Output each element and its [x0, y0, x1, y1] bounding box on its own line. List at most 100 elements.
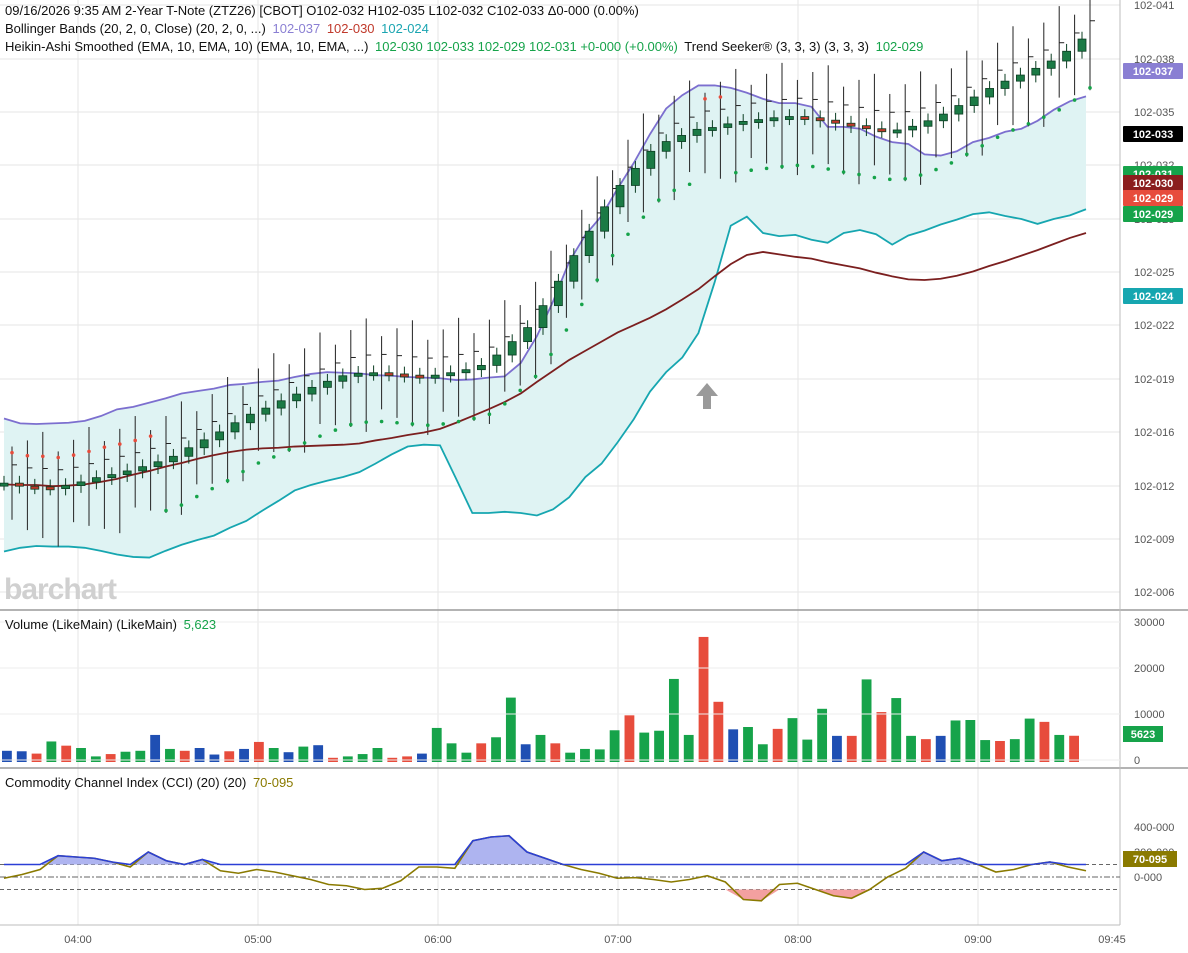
price-tag-label: 102-037	[1133, 66, 1173, 78]
heikin-ashi-candle	[446, 372, 456, 377]
heikin-ashi-candle	[415, 374, 425, 379]
heikin-ashi-candle	[292, 393, 302, 402]
heikin-ashi-candle	[523, 327, 532, 343]
bollinger-lower-value: 102-024	[381, 21, 429, 36]
time-tick-label: 09:45	[1098, 934, 1126, 946]
volume-bar	[298, 746, 309, 762]
trend-seeker-dot	[148, 434, 153, 438]
volume-bar	[505, 697, 516, 762]
heikin-ashi-candle	[476, 365, 486, 371]
heikin-ashi-candle	[646, 150, 656, 169]
volume-bar	[802, 739, 813, 762]
heikin-ashi-candle	[399, 373, 409, 378]
heikin-ashi-candle	[1046, 60, 1056, 69]
volume-bar	[920, 739, 931, 762]
heikin-ashi-candle	[692, 128, 702, 136]
ohlc-readout: 09/16/2026 9:35 AM 2-Year T-Note (ZTZ26)…	[5, 3, 639, 18]
trend-seeker-dot	[1011, 128, 1015, 132]
volume-bar	[105, 754, 116, 762]
heikin-ashi-candle	[754, 119, 763, 123]
volume-bar	[906, 735, 916, 762]
volume-bar	[639, 732, 650, 762]
heikin-ashi-candle	[1031, 67, 1041, 76]
time-tick-label: 07:00	[604, 934, 632, 946]
volume-bar	[46, 741, 57, 762]
cci-label: Commodity Channel Index (CCI) (20) (20)	[5, 775, 247, 790]
trend-seeker-dot	[533, 374, 538, 379]
volume-bar	[224, 751, 235, 762]
trend-seeker-dot	[595, 278, 599, 282]
price-tag-bg	[1123, 63, 1183, 79]
volume-bar	[1039, 721, 1050, 762]
volume-bar	[876, 712, 887, 762]
volume-bar	[654, 730, 664, 762]
bollinger-mid-value: 102-030	[326, 21, 375, 36]
heikin-ashi-candle	[0, 482, 9, 487]
heikin-ashi-candle	[30, 485, 40, 490]
volume-label: Volume (LikeMain) (LikeMain)	[5, 617, 177, 632]
time-tick-label: 06:00	[424, 934, 452, 946]
heikin-ashi-candle	[492, 354, 502, 366]
trend-seeker-dot	[780, 164, 784, 169]
volume-tag-bg	[1123, 726, 1163, 742]
trend-seeker-dot	[349, 422, 353, 427]
heikin-ashi-candle	[954, 105, 964, 115]
price-tick-label: 102-009	[1134, 534, 1174, 546]
trend-seeker-dot	[549, 352, 553, 357]
price-tag-bg	[1123, 126, 1183, 142]
heikin-ashi-candle	[507, 341, 517, 356]
trend-seeker-dot	[503, 402, 507, 406]
bollinger-legend: Bollinger Bands (20, 2, 0, Close) (20, 2…	[5, 21, 432, 36]
heikin-ashi-candle	[862, 125, 871, 130]
trend-seeker-dot	[71, 453, 76, 457]
time-tick-label: 05:00	[244, 934, 272, 946]
trend-seeker-dot	[626, 232, 630, 237]
heikin-ashi-candle	[831, 119, 840, 124]
volume-legend: Volume (LikeMain) (LikeMain) 5,623	[5, 617, 219, 632]
price-tick-label: 102-012	[1134, 481, 1174, 493]
volume-bar	[357, 754, 368, 762]
volume-bar	[698, 636, 709, 762]
trend-seeker-dot	[980, 144, 984, 148]
heikin-ashi-candle	[554, 280, 563, 307]
trend-seeker-dot	[364, 420, 369, 424]
heikin-ashi-candle	[1000, 80, 1010, 89]
volume-bar	[1054, 734, 1065, 762]
volume-bar	[624, 715, 635, 762]
trend-seeker-dot	[241, 469, 245, 474]
price-tag-bg	[1123, 206, 1183, 222]
volume-value: 5,623	[183, 617, 217, 632]
heikin-ashi-candle	[815, 117, 825, 122]
volume-bar	[120, 751, 131, 762]
volume-bar	[683, 734, 694, 762]
heikin-ashi-label: Heikin-Ashi Smoothed (EMA, 10, EMA, 10) …	[5, 39, 369, 54]
trend-seeker-dot	[857, 172, 861, 177]
volume-bar	[950, 720, 961, 762]
volume-bar	[372, 748, 383, 762]
trend-seeker-dot	[133, 438, 137, 443]
trend-seeker-dot	[641, 215, 646, 219]
heikin-ashi-candle	[230, 422, 240, 433]
trend-seeker-dot	[657, 198, 661, 202]
trend-seeker-dot	[1042, 115, 1046, 119]
price-tag: 102-037	[1123, 63, 1183, 79]
volume-bar	[965, 720, 976, 762]
volume-bar	[165, 748, 175, 762]
trend-seeker-dot	[811, 164, 815, 169]
price-tag: 102-033	[1123, 126, 1183, 142]
trend-seeker-dot	[764, 166, 769, 171]
price-tick-label: 102-035	[1134, 107, 1174, 119]
heikin-ashi-candle	[631, 167, 640, 186]
bollinger-lower-line	[3, 208, 1087, 559]
heikin-ashi-candle	[908, 125, 917, 131]
volume-bar	[817, 708, 828, 762]
heikin-ashi-candle	[969, 96, 979, 106]
cci-overbought-line	[4, 834, 1086, 866]
price-tick-label: 102-019	[1134, 374, 1174, 386]
cci-value: 70-095	[252, 775, 294, 790]
volume-bar	[313, 745, 324, 762]
volume-bar	[565, 752, 576, 762]
heikin-ashi-candle	[538, 305, 548, 328]
heikin-ashi-candle	[785, 116, 794, 120]
